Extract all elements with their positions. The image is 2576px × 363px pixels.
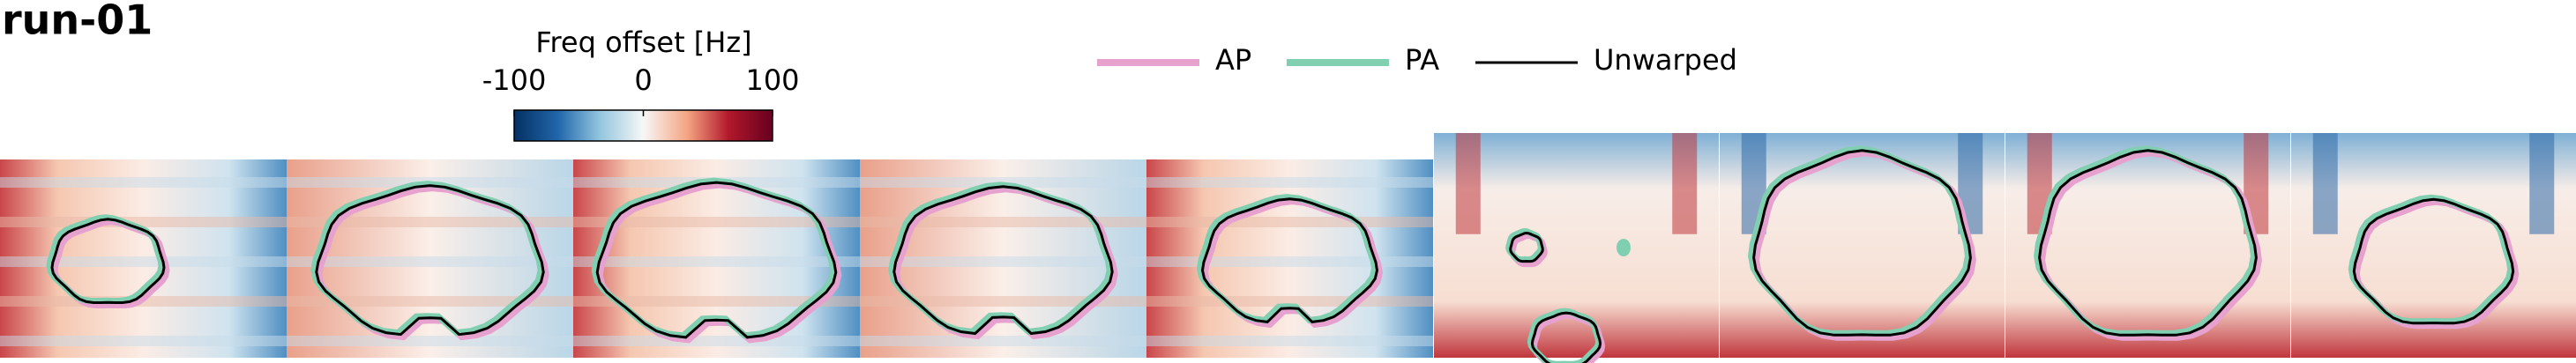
field-band: [287, 336, 573, 346]
contour-unwarped: [50, 218, 166, 304]
contour-unwarped: [315, 184, 545, 337]
sagittal-panel: [287, 159, 573, 358]
field-band: [1146, 217, 1433, 227]
legend-label: Unwarped: [1594, 43, 1737, 77]
contour-unwarped: [1509, 231, 1544, 263]
field-band: [573, 256, 860, 267]
axial-panel: [2005, 133, 2290, 358]
field-band: [860, 296, 1146, 307]
contour-unwarped: [892, 185, 1114, 336]
sagittal-panel: [860, 159, 1146, 358]
legend: AP PA Unwarped: [1097, 43, 1737, 77]
colorbar-tick-label: -100: [482, 63, 547, 97]
field-band: [2312, 133, 2338, 234]
axial-panel: [1720, 133, 2005, 358]
field-band: [287, 217, 573, 227]
field-band: [860, 217, 1146, 227]
axial-panel: [2291, 133, 2576, 358]
panel-background: [2005, 133, 2290, 358]
sagittal-panel: [1146, 159, 1433, 358]
field-band: [573, 296, 860, 307]
sagittal-panel: [0, 159, 287, 358]
field-band: [0, 336, 287, 346]
colorbar-tick-label: 0: [634, 63, 652, 97]
field-band: [287, 296, 573, 307]
contour-unwarped: [1752, 149, 1972, 337]
contour-unwarped: [1530, 311, 1602, 363]
colorbar-label: Freq offset [Hz]: [535, 26, 751, 59]
contour-pa: [1617, 239, 1631, 256]
field-band: [860, 256, 1146, 267]
field-band: [0, 217, 287, 227]
panel-background: [1720, 133, 2005, 358]
field-band: [860, 336, 1146, 346]
field-band: [2529, 133, 2555, 234]
field-band: [0, 177, 287, 188]
field-band: [1672, 133, 1698, 234]
field-band: [1455, 133, 1481, 234]
contour-unwarped: [2038, 149, 2258, 337]
contour-unwarped: [2352, 197, 2515, 325]
contour-unwarped: [1200, 197, 1379, 323]
legend-label: AP: [1215, 43, 1251, 77]
sagittal-panel: [573, 159, 860, 358]
field-band: [573, 336, 860, 346]
contour-unwarped: [595, 181, 838, 339]
colorbar-tick-label: 100: [745, 63, 799, 97]
axial-panel: [1434, 133, 1719, 363]
slice-panels: [0, 133, 2576, 363]
legend-label: PA: [1405, 43, 1439, 77]
field-band: [1146, 177, 1433, 188]
field-band: [0, 256, 287, 267]
field-band: [573, 217, 860, 227]
figure-title: run-01: [2, 0, 153, 44]
field-band: [1146, 256, 1433, 267]
field-band: [1146, 336, 1433, 346]
field-band: [287, 256, 573, 267]
